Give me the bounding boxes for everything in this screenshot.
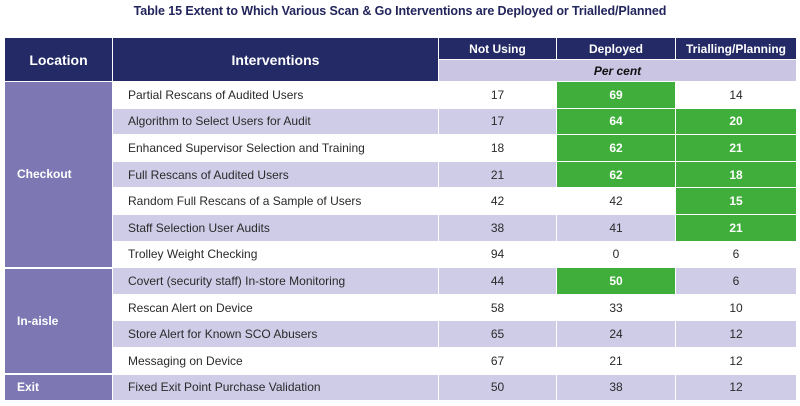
trialling-value: 6 bbox=[675, 241, 797, 269]
location-checkout: Checkout bbox=[4, 81, 113, 269]
table-row: Rescan Alert on Device 58 33 10 bbox=[5, 294, 797, 322]
table-row: Trolley Weight Checking 94 0 6 bbox=[5, 241, 797, 269]
header-not-using: Not Using bbox=[438, 37, 557, 60]
intervention-name: Fixed Exit Point Purchase Validation bbox=[112, 374, 439, 402]
intervention-name: Messaging on Device bbox=[112, 347, 439, 375]
not-using-value: 94 bbox=[438, 241, 557, 269]
intervention-name: Random Full Rescans of a Sample of Users bbox=[112, 187, 439, 215]
intervention-name: Covert (security staff) In-store Monitor… bbox=[112, 267, 439, 295]
not-using-value: 18 bbox=[438, 134, 557, 162]
deployed-value: 0 bbox=[556, 241, 676, 269]
not-using-value: 21 bbox=[438, 161, 557, 189]
deployed-value: 38 bbox=[556, 374, 676, 402]
header-interventions: Interventions bbox=[112, 37, 439, 82]
deployed-value: 62 bbox=[556, 161, 676, 189]
table-row: Random Full Rescans of a Sample of Users… bbox=[5, 187, 797, 215]
trialling-value: 14 bbox=[675, 81, 797, 109]
deployed-value: 50 bbox=[556, 267, 676, 295]
location-exit: Exit bbox=[4, 374, 113, 402]
trialling-value: 6 bbox=[675, 267, 797, 295]
table-row: Enhanced Supervisor Selection and Traini… bbox=[5, 134, 797, 162]
not-using-value: 38 bbox=[438, 214, 557, 242]
header-trialling: Trialling/Planning bbox=[675, 37, 797, 60]
trialling-value: 12 bbox=[675, 374, 797, 402]
table-row: Exit Fixed Exit Point Purchase Validatio… bbox=[4, 374, 797, 402]
table-row: Staff Selection User Audits 38 41 21 bbox=[5, 214, 797, 242]
not-using-value: 42 bbox=[438, 187, 557, 215]
intervention-name: Staff Selection User Audits bbox=[112, 214, 439, 242]
header-deployed: Deployed bbox=[556, 37, 676, 60]
intervention-name: Partial Rescans of Audited Users bbox=[112, 81, 439, 109]
table-row: Algorithm to Select Users for Audit 17 6… bbox=[5, 108, 797, 136]
trialling-value: 20 bbox=[675, 108, 797, 136]
location-in-aisle: In-aisle bbox=[4, 267, 113, 376]
table-row: Messaging on Device 67 21 12 bbox=[5, 347, 797, 375]
not-using-value: 44 bbox=[438, 267, 557, 295]
table-row: Store Alert for Known SCO Abusers 65 24 … bbox=[5, 320, 797, 348]
trialling-value: 18 bbox=[675, 161, 797, 189]
trialling-value: 21 bbox=[675, 134, 797, 162]
not-using-value: 17 bbox=[438, 108, 557, 136]
deployed-value: 21 bbox=[556, 347, 676, 375]
trialling-value: 10 bbox=[675, 294, 797, 322]
table-row: Full Rescans of Audited Users 21 62 18 bbox=[5, 161, 797, 189]
deployed-value: 69 bbox=[556, 81, 676, 109]
header-location: Location bbox=[4, 37, 113, 82]
intervention-name: Enhanced Supervisor Selection and Traini… bbox=[112, 134, 439, 162]
trialling-value: 12 bbox=[675, 347, 797, 375]
table-row: In-aisle Covert (security staff) In-stor… bbox=[4, 267, 797, 376]
deployed-value: 62 bbox=[556, 134, 676, 162]
intervention-name: Rescan Alert on Device bbox=[112, 294, 439, 322]
table-caption: Table 15 Extent to Which Various Scan & … bbox=[133, 4, 667, 18]
deployed-value: 42 bbox=[556, 187, 676, 215]
deployed-value: 24 bbox=[556, 320, 676, 348]
not-using-value: 50 bbox=[438, 374, 557, 402]
not-using-value: 67 bbox=[438, 347, 557, 375]
trialling-value: 15 bbox=[675, 187, 797, 215]
interventions-table: Location Interventions Not Using Deploye… bbox=[4, 37, 797, 402]
intervention-name: Algorithm to Select Users for Audit bbox=[112, 108, 439, 136]
intervention-name: Full Rescans of Audited Users bbox=[112, 161, 439, 189]
deployed-value: 41 bbox=[556, 214, 676, 242]
deployed-value: 33 bbox=[556, 294, 676, 322]
header-per-cent: Per cent bbox=[438, 59, 797, 82]
intervention-name: Store Alert for Known SCO Abusers bbox=[112, 320, 439, 348]
not-using-value: 17 bbox=[438, 81, 557, 109]
deployed-value: 64 bbox=[556, 108, 676, 136]
not-using-value: 58 bbox=[438, 294, 557, 322]
table-row: Checkout Partial Rescans of Audited User… bbox=[4, 81, 797, 269]
trialling-value: 21 bbox=[675, 214, 797, 242]
trialling-value: 12 bbox=[675, 320, 797, 348]
intervention-name: Trolley Weight Checking bbox=[112, 241, 439, 269]
not-using-value: 65 bbox=[438, 320, 557, 348]
